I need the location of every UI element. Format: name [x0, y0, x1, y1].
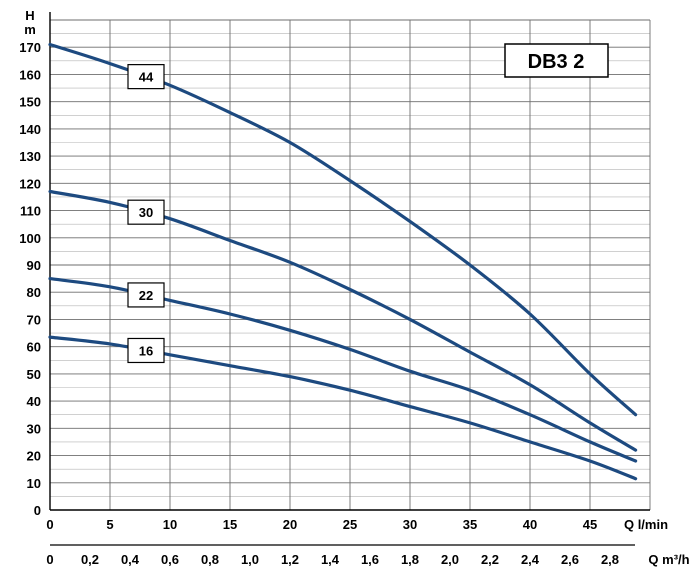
y-tick-label: 150 — [19, 95, 41, 110]
y-tick-label: 160 — [19, 67, 41, 82]
y-tick-label: 40 — [27, 394, 41, 409]
series-line-30 — [48, 189, 638, 452]
series-label-text: 44 — [139, 70, 154, 85]
x-tick-label: 35 — [463, 517, 477, 532]
x-tick-label: 45 — [583, 517, 597, 532]
series-label-box — [127, 64, 165, 90]
series-curves — [48, 42, 638, 481]
y-tick-label: 60 — [27, 340, 41, 355]
series-label-box — [127, 199, 165, 225]
y-tick-label: 130 — [19, 149, 41, 164]
x-tick-label: 5 — [106, 517, 113, 532]
x-axis-secondary-label: Q m³/h — [648, 552, 689, 567]
y-tick-label: 30 — [27, 421, 41, 436]
series-labels: 44 30 22 16 — [127, 64, 165, 364]
x-secondary-tick-label: 1,0 — [241, 552, 259, 567]
x-tick-label: 0 — [46, 517, 53, 532]
y-tick-label: 100 — [19, 231, 41, 246]
x-tick-label: 25 — [343, 517, 357, 532]
y-tick-labels: 0 10 20 30 40 50 60 70 80 90 100 110 120 130 140 150 160… — [19, 40, 41, 518]
chart-title: DB3 2 — [528, 51, 585, 73]
y-tick-label: 170 — [19, 40, 41, 55]
x-secondary-tick-label: 1,8 — [401, 552, 419, 567]
x-tick-label: 10 — [163, 517, 177, 532]
chart-title-box: DB3 2 — [504, 43, 609, 78]
y-tick-label: 70 — [27, 312, 41, 327]
y-tick-label: 50 — [27, 367, 41, 382]
series-label-text: 22 — [139, 288, 153, 303]
x-tick-label: 20 — [283, 517, 297, 532]
x-secondary-tick-label: 0,8 — [201, 552, 219, 567]
x-tick-label: 40 — [523, 517, 537, 532]
x-tick-label: 15 — [223, 517, 237, 532]
y-tick-label: 90 — [27, 258, 41, 273]
y-tick-label: 120 — [19, 176, 41, 191]
grid — [49, 19, 651, 510]
series-label-text: 16 — [139, 343, 153, 358]
x-tick-label: 30 — [403, 517, 417, 532]
x-secondary-tick-label: 0,2 — [81, 552, 99, 567]
y-tick-label: 110 — [20, 204, 41, 219]
series-label-16: 16 — [127, 337, 165, 364]
y-tick-label: 20 — [27, 449, 41, 464]
series-label-box — [127, 337, 165, 364]
x-secondary-tick-labels: 0 0,2 0,4 0,6 0,8 1,0 1,2 1,4 1,6 1,8 2,0 2,2 2,4 2,6… — [46, 552, 619, 567]
y-tick-label: 140 — [19, 122, 41, 137]
series-label-44: 44 — [127, 64, 165, 90]
x-secondary-tick-label: 0 — [46, 552, 53, 567]
x-secondary-tick-label: 2,0 — [441, 552, 459, 567]
x-secondary-tick-label: 2,4 — [521, 552, 540, 567]
x-secondary-tick-label: 0,6 — [161, 552, 179, 567]
x-secondary-tick-label: 2,2 — [481, 552, 499, 567]
x-secondary-tick-label: 2,6 — [561, 552, 579, 567]
x-secondary-tick-label: 2,8 — [601, 552, 619, 567]
y-tick-label: 0 — [34, 503, 41, 518]
series-label-30: 30 — [127, 199, 165, 225]
axes — [49, 12, 650, 546]
x-secondary-tick-label: 1,4 — [321, 552, 340, 567]
y-tick-label: 80 — [27, 285, 41, 300]
y-axis-label-h: H — [25, 8, 34, 23]
x-axis-label: Q l/min — [624, 517, 668, 532]
x-secondary-tick-label: 1,2 — [281, 552, 299, 567]
series-label-text: 30 — [139, 205, 153, 220]
y-axis-label-m: m — [24, 22, 36, 37]
x-secondary-tick-label: 0,4 — [121, 552, 140, 567]
x-secondary-tick-label: 1,6 — [361, 552, 379, 567]
y-tick-label: 10 — [27, 476, 41, 491]
series-label-box — [127, 282, 165, 308]
x-tick-labels: 0 5 10 15 20 25 30 35 40 45 — [46, 517, 597, 532]
series-label-22: 22 — [127, 282, 165, 308]
